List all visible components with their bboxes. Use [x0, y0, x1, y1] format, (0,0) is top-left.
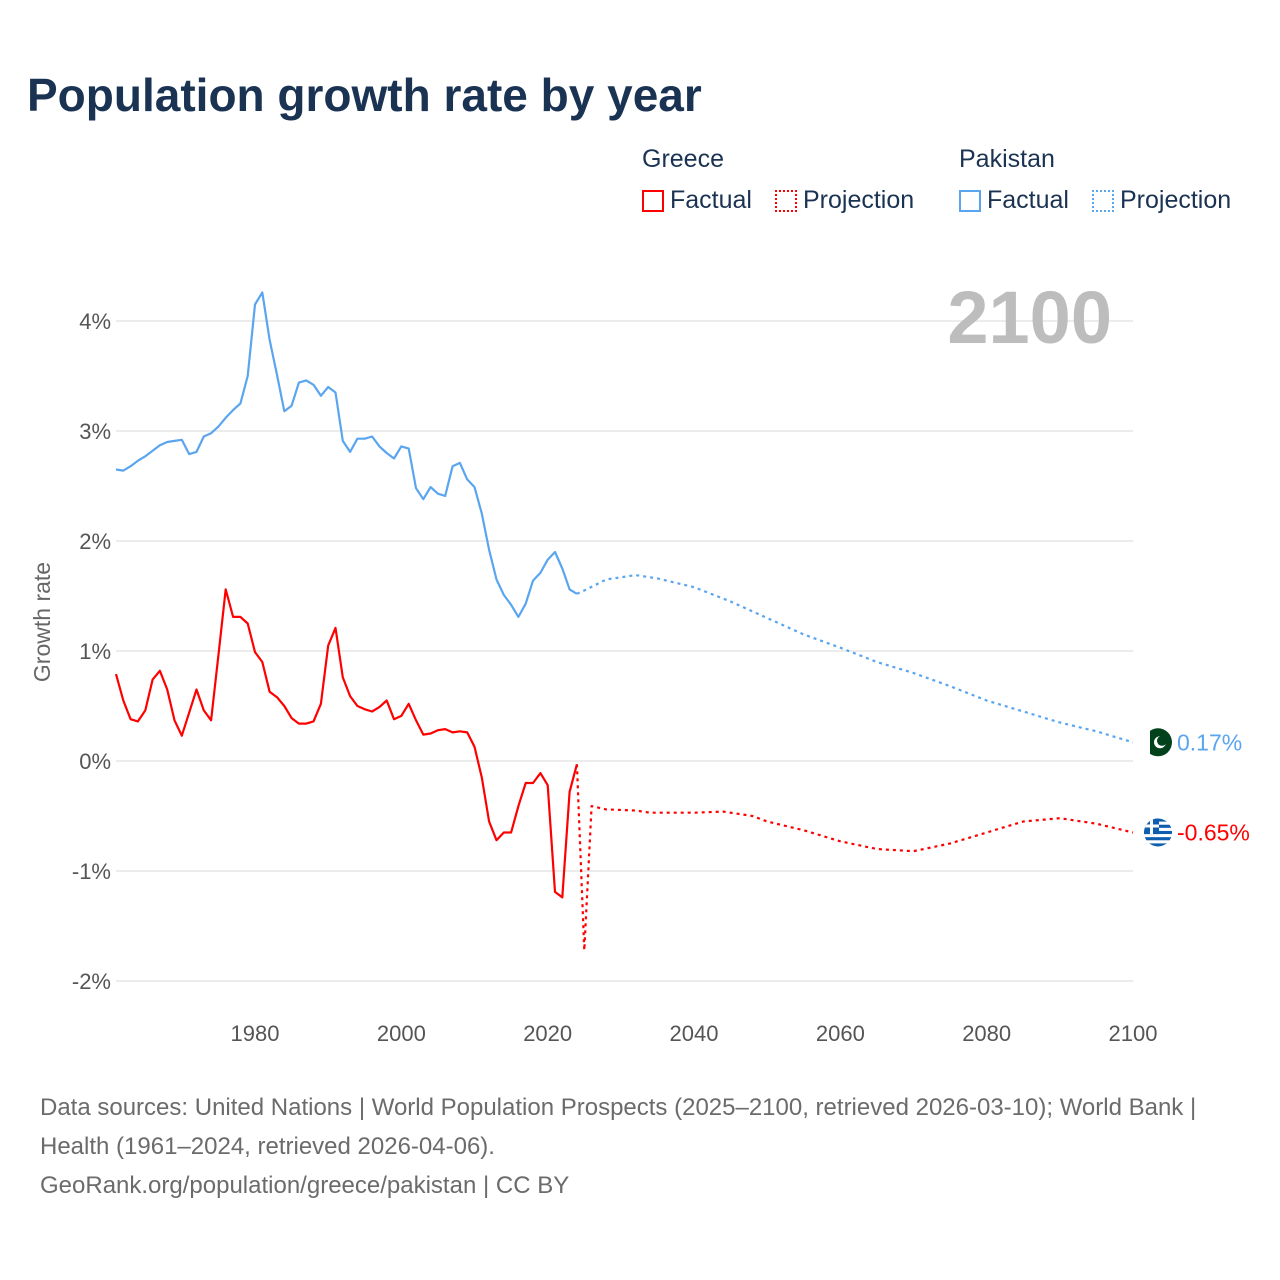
legend-pakistan-factual[interactable]: Factual	[959, 186, 1069, 215]
legend-group-greece: Greece	[642, 145, 724, 173]
legend-label: Factual	[670, 186, 752, 214]
y-tick-label: -2%	[72, 969, 111, 994]
y-tick-label: -1%	[72, 859, 111, 884]
x-tick-label: 2040	[670, 1021, 719, 1046]
flag-greece-icon	[1144, 818, 1172, 847]
series-line-greece-projection	[575, 764, 1134, 952]
end-value-label-pakistan: 0.17%	[1177, 729, 1242, 755]
chart-title: Population growth rate by year	[27, 69, 702, 121]
legend-swatch-dotted	[775, 189, 797, 212]
legend-label: Projection	[803, 186, 915, 214]
x-tick-label: 1980	[231, 1021, 280, 1046]
x-tick-label: 2060	[816, 1021, 865, 1046]
footer: Data sources: United Nations | World Pop…	[40, 1088, 1240, 1205]
y-tick-label: 4%	[79, 309, 111, 334]
x-tick-label: 2080	[962, 1021, 1011, 1046]
legend-pakistan-projection[interactable]: Projection	[1092, 186, 1231, 215]
y-axis-label: Growth rate	[29, 562, 55, 682]
legend-label: Factual	[987, 186, 1069, 214]
y-tick-label: 2%	[79, 529, 111, 554]
legend-greece-projection[interactable]: Projection	[775, 186, 914, 215]
end-value-label-greece: -0.65%	[1177, 820, 1250, 846]
legend-swatch-solid	[959, 189, 981, 212]
credit-link[interactable]: GeoRank.org/population/greece/pakistan |…	[40, 1172, 570, 1199]
year-label: 2100	[947, 276, 1112, 359]
flag-pakistan-icon	[1144, 728, 1172, 757]
legend-group-pakistan: Pakistan	[959, 145, 1055, 173]
series-line-pakistan-factual	[115, 291, 578, 619]
legend-greece-factual[interactable]: Factual	[642, 186, 752, 215]
y-tick-label: 3%	[79, 419, 111, 444]
y-tick-label: 1%	[79, 639, 111, 664]
x-tick-label: 2020	[523, 1021, 572, 1046]
legend-swatch-solid	[642, 189, 664, 212]
legend-swatch-dotted	[1092, 189, 1114, 212]
data-sources: Data sources: United Nations | World Pop…	[40, 1094, 1197, 1160]
series-line-pakistan-projection	[576, 573, 1134, 744]
series-line-greece-factual	[114, 588, 578, 899]
legend-label: Projection	[1120, 186, 1232, 214]
x-tick-label: 2000	[377, 1021, 426, 1046]
y-tick-label: 0%	[79, 749, 111, 774]
x-tick-label: 2100	[1109, 1021, 1158, 1046]
